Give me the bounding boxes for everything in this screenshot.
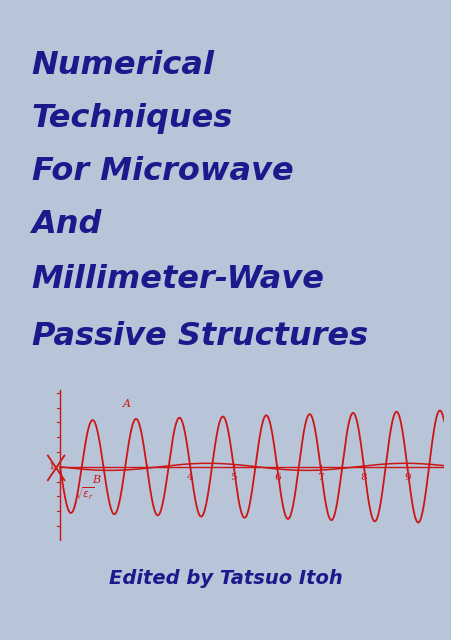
Text: 4: 4 [187, 474, 193, 483]
Text: 5: 5 [230, 474, 237, 483]
Text: Techniques: Techniques [32, 103, 233, 134]
Text: $\sqrt{\varepsilon_r}$: $\sqrt{\varepsilon_r}$ [75, 486, 95, 502]
Text: B: B [92, 475, 101, 485]
Text: Passive Structures: Passive Structures [32, 321, 368, 351]
Text: 6: 6 [274, 474, 281, 483]
Text: Millimeter-Wave: Millimeter-Wave [32, 264, 325, 295]
Text: Numerical: Numerical [32, 50, 215, 81]
Text: 7: 7 [317, 474, 324, 483]
Text: Edited by Tatsuo Itoh: Edited by Tatsuo Itoh [109, 569, 342, 588]
Text: 8: 8 [361, 474, 367, 483]
Text: For Microwave: For Microwave [32, 156, 293, 188]
Text: And: And [32, 209, 102, 240]
Text: A: A [123, 399, 131, 409]
Text: 1: 1 [49, 462, 55, 471]
Text: 9: 9 [404, 474, 411, 483]
